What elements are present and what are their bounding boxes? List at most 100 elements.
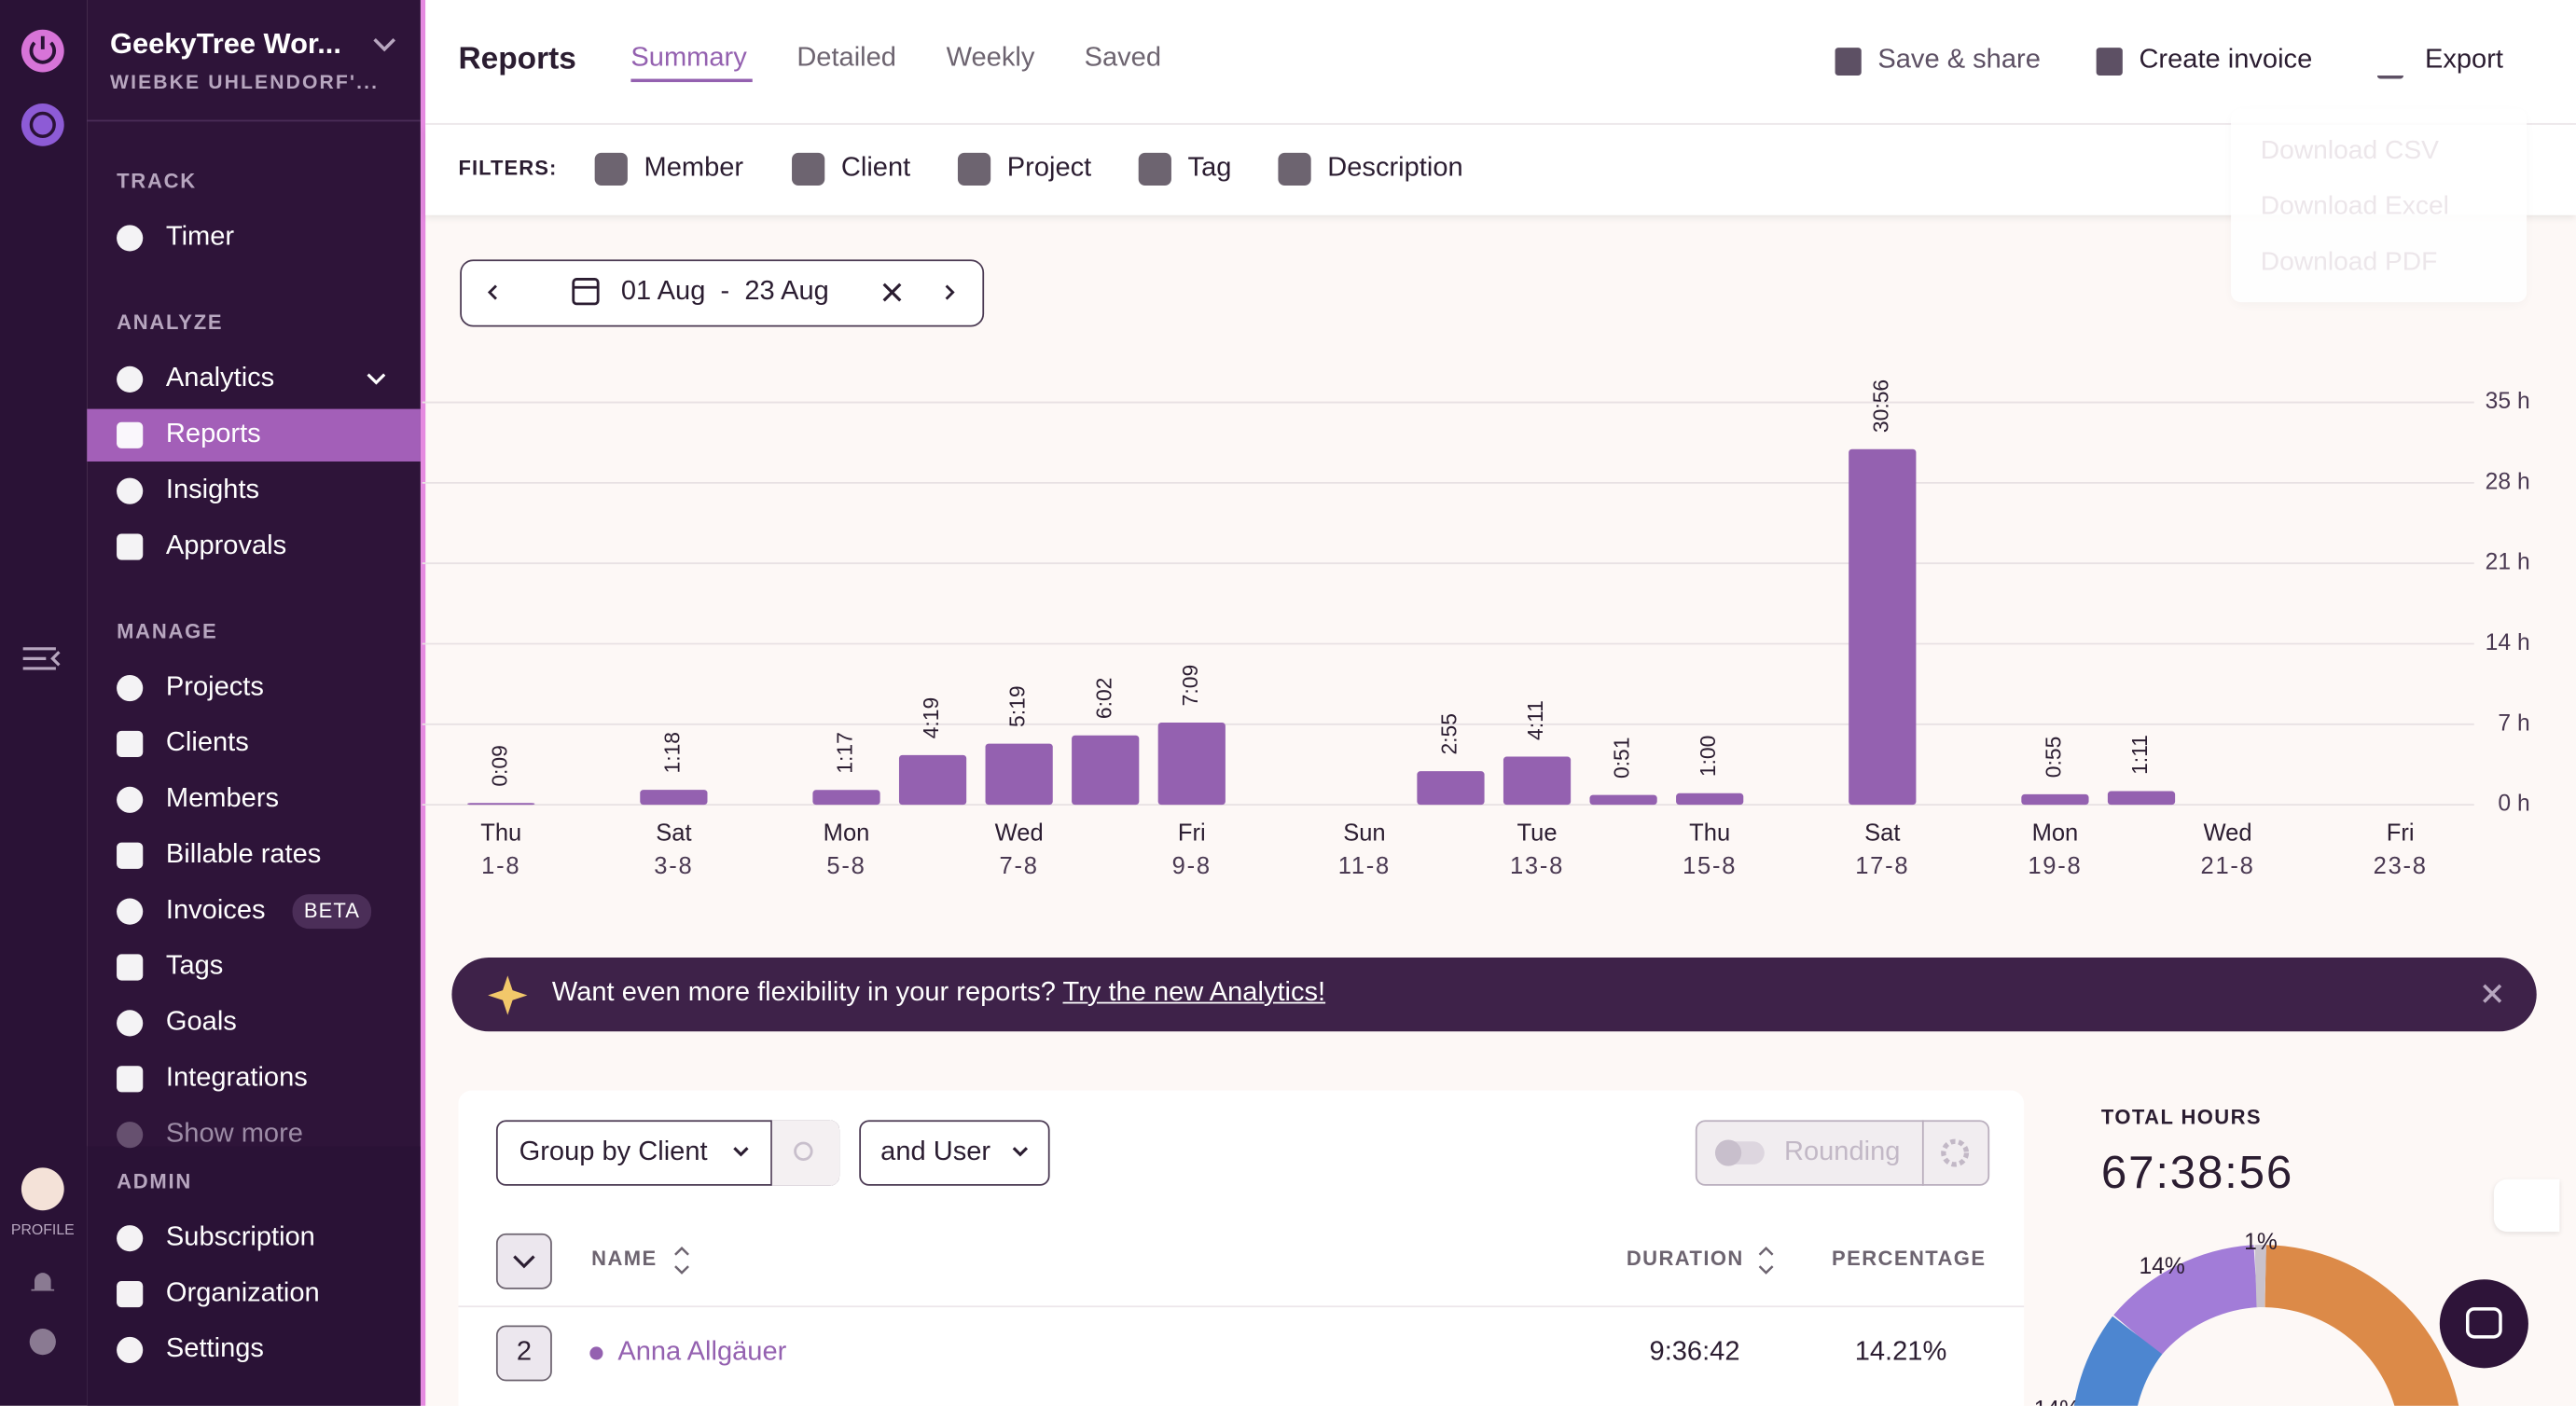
value-label: 6:02 xyxy=(1091,678,1115,720)
group-by-label: Group by Client xyxy=(519,1137,708,1166)
workspace-chevron[interactable] xyxy=(373,38,396,52)
x-tick-label: 1-8 xyxy=(481,853,520,879)
date-picker[interactable] xyxy=(460,259,985,327)
sidebar-item[interactable]: Projects xyxy=(165,671,264,702)
sort-name[interactable] xyxy=(674,1246,689,1275)
sidebar-item[interactable]: Organization xyxy=(165,1277,320,1308)
tab[interactable]: Weekly xyxy=(946,42,1035,73)
tab[interactable]: Summary xyxy=(630,42,747,73)
sidebar-icon xyxy=(117,1066,144,1093)
x-tick-label: 21-8 xyxy=(2200,853,2254,879)
date-range: 01 Aug - 23 Aug xyxy=(620,276,829,306)
column-duration[interactable]: DURATION xyxy=(1626,1247,1744,1271)
export-option[interactable]: Download PDF xyxy=(2260,248,2438,277)
x-tick-weekday: Sat xyxy=(656,820,691,847)
row-name[interactable]: Anna Allgäuer xyxy=(617,1337,787,1367)
track-app-icon[interactable] xyxy=(21,103,64,146)
sidebar-item[interactable]: Approvals xyxy=(165,531,287,560)
search-button[interactable] xyxy=(770,1120,840,1186)
notifications-icon[interactable] xyxy=(31,1273,55,1291)
filter-icon xyxy=(1138,152,1171,186)
side-widget[interactable] xyxy=(2493,1179,2560,1233)
sidebar-item[interactable]: Settings xyxy=(165,1333,264,1364)
sidebar-icon xyxy=(117,898,144,925)
app-icon[interactable] xyxy=(21,29,64,73)
value-label: 30:56 xyxy=(1868,379,1892,433)
banner-link[interactable]: Try the new Analytics! xyxy=(1062,977,1326,1007)
filter[interactable]: Member xyxy=(644,152,744,183)
workspace-name[interactable]: GeekyTree Wor... xyxy=(110,27,341,61)
chat-button[interactable] xyxy=(2439,1279,2528,1369)
y-tick-label: 28 h xyxy=(2486,469,2530,494)
sidebar-icon xyxy=(117,1225,144,1252)
sidebar-item[interactable]: Insights xyxy=(165,475,260,504)
tab[interactable]: Detailed xyxy=(796,42,896,73)
and-user-label: and User xyxy=(880,1137,991,1166)
x-tick-label: 17-8 xyxy=(1855,853,1909,879)
x-tick-weekday: Sun xyxy=(1343,820,1385,847)
sort-duration[interactable] xyxy=(1758,1246,1774,1275)
expand-all[interactable] xyxy=(495,1233,552,1289)
x-tick-label: 23-8 xyxy=(2374,853,2428,879)
x-tick-weekday: Fri xyxy=(1178,820,1206,847)
sidebar-section-title: ADMIN xyxy=(117,1170,193,1193)
sidebar-item[interactable]: Show more xyxy=(165,1118,303,1149)
admin-area xyxy=(87,1146,421,1406)
clear-date[interactable] xyxy=(882,283,902,302)
bar xyxy=(467,803,535,806)
select-chevrons xyxy=(733,1141,1029,1162)
value-label: 0:09 xyxy=(487,745,511,787)
clock-glyph xyxy=(29,111,56,138)
row-count-box[interactable] xyxy=(495,1325,552,1382)
sidebar-icon xyxy=(117,674,144,702)
calendar-icon xyxy=(572,278,600,306)
tab[interactable]: Saved xyxy=(1084,42,1162,73)
donut-segment xyxy=(2073,1316,2163,1406)
export-option[interactable]: Download CSV xyxy=(2260,136,2439,165)
profile-avatar[interactable] xyxy=(21,1167,64,1211)
sidebar-item[interactable]: Subscription xyxy=(165,1221,315,1252)
prev-period[interactable] xyxy=(487,284,497,300)
y-tick-label: 14 h xyxy=(2486,630,2530,655)
sidebar-item[interactable]: Clients xyxy=(165,727,249,758)
sidebar-item[interactable]: Invoices xyxy=(165,895,266,925)
sidebar-item[interactable]: Reports xyxy=(165,419,261,449)
next-period[interactable] xyxy=(945,284,955,300)
filter[interactable]: Description xyxy=(1327,152,1463,183)
sidebar-item[interactable]: Tags xyxy=(165,951,224,981)
bar xyxy=(2107,791,2176,806)
sidebar-item[interactable]: Goals xyxy=(165,1006,237,1037)
banner-close[interactable] xyxy=(2481,982,2507,1008)
header-action[interactable]: Create invoice xyxy=(2139,44,2313,75)
export-option[interactable]: Download Excel xyxy=(2260,192,2449,221)
rounding-divider xyxy=(1921,1120,1924,1186)
x-tick-label: 15-8 xyxy=(1683,853,1737,879)
rounding-settings[interactable] xyxy=(1935,1133,1974,1172)
x-tick-weekday: Fri xyxy=(2387,820,2415,847)
value-label: 4:11 xyxy=(1523,700,1547,740)
donut-label: 1% xyxy=(2244,1227,2278,1255)
sidebar-item[interactable]: Integrations xyxy=(165,1062,308,1093)
filter-icon xyxy=(594,152,628,186)
help-icon[interactable] xyxy=(29,1329,56,1356)
header-action[interactable]: Export xyxy=(2424,44,2503,75)
sidebar-item[interactable]: Billable rates xyxy=(165,839,322,870)
bar xyxy=(1849,448,1917,806)
analytics-chevron[interactable] xyxy=(367,373,386,385)
sidebar-icon xyxy=(117,1122,144,1149)
collapse-toggle[interactable] xyxy=(22,647,61,670)
column-name[interactable]: NAME xyxy=(591,1247,658,1271)
filter[interactable]: Tag xyxy=(1187,152,1232,183)
profile-label: PROFILE xyxy=(10,1220,75,1238)
header-action[interactable]: Save & share xyxy=(1877,44,2041,75)
x-tick-weekday: Wed xyxy=(995,820,1044,847)
filter-icon xyxy=(792,152,825,186)
sidebar-item[interactable]: Analytics xyxy=(165,363,275,393)
sidebar-item[interactable]: Timer xyxy=(165,221,235,252)
sidebar-item[interactable]: Members xyxy=(165,783,280,814)
filter[interactable]: Client xyxy=(840,152,911,183)
tab-underline xyxy=(630,78,753,83)
filter[interactable]: Project xyxy=(1006,152,1092,183)
export-menu xyxy=(2231,108,2528,303)
